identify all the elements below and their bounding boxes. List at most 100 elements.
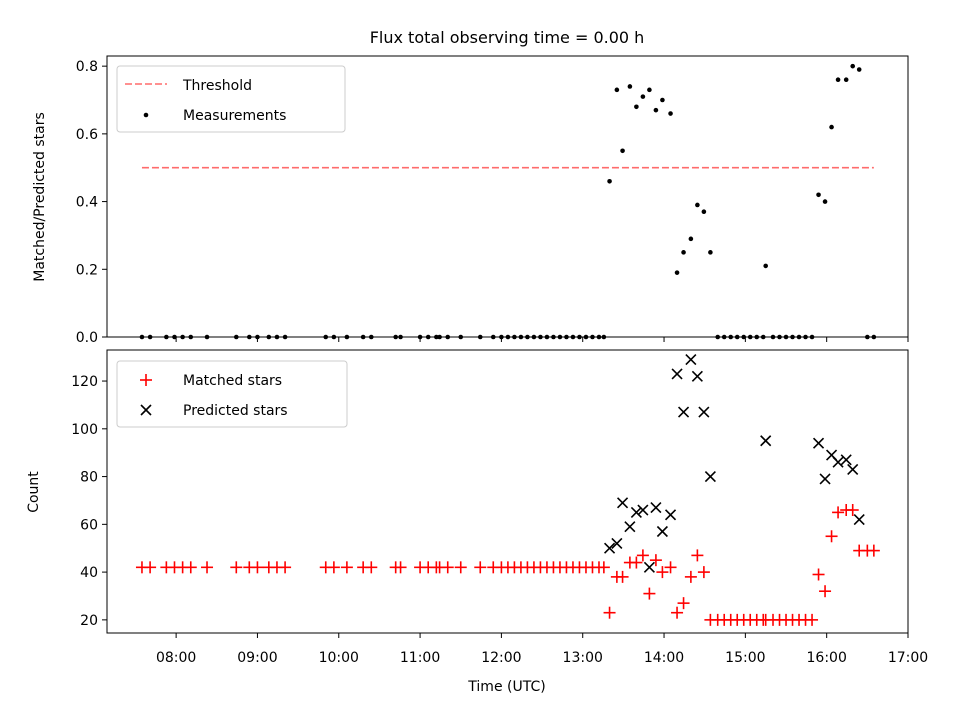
bottom-x-tick-label: 17:00 [888, 650, 928, 666]
measurement-point [674, 270, 680, 275]
matched-star-point [656, 566, 669, 579]
matched-star-point [697, 566, 710, 579]
legend-matched-swatch [140, 374, 152, 386]
bottom-y-tick-label: 80 [80, 470, 98, 486]
measurement-point [822, 199, 828, 204]
bottom-axes-frame [106, 349, 909, 634]
predicted-star-point [671, 368, 683, 380]
measurement-point [856, 67, 862, 72]
measurement-point [607, 178, 612, 184]
legend-measurements-swatch [143, 112, 149, 118]
bottom-x-tick-label: 08:00 [156, 650, 196, 666]
measurement-point [653, 107, 659, 113]
legend-matched-label: Matched stars [183, 373, 282, 389]
predicted-star-point [617, 497, 629, 509]
bottom-legend-box [116, 360, 348, 428]
measurement-point [660, 97, 665, 103]
predicted-star-point [664, 509, 677, 521]
bottom-y-tick-label: 60 [80, 517, 98, 533]
matched-star-point [616, 570, 629, 583]
bottom-x-tick-label: 11:00 [400, 650, 440, 666]
measurement-point [701, 209, 707, 215]
bottom-y-tick-label: 20 [80, 613, 98, 629]
measurement-point [763, 263, 768, 269]
bottom-x-tick-label: 15:00 [725, 650, 765, 666]
predicted-star-point [603, 542, 616, 554]
top-legend: Threshold Measurements [116, 65, 346, 133]
measurement-point [614, 87, 620, 93]
measurement-point [829, 124, 834, 130]
matched-star-point [649, 554, 662, 567]
bottom-x-tick-label: 09:00 [237, 650, 277, 666]
measurement-point [843, 77, 849, 82]
legend-predicted-swatch [140, 404, 152, 416]
predicted-star-point [691, 370, 703, 382]
predicted-star-point [685, 353, 697, 366]
predicted-star-point [677, 406, 690, 418]
top-panel: 0.00.20.40.60.8 Matched/Predicted stars … [32, 55, 909, 346]
measurement-point [620, 148, 625, 154]
predicted-star-point [643, 561, 655, 573]
matched-star-point [867, 544, 880, 557]
predicted-stars-points [603, 353, 865, 573]
measurement-point [835, 77, 841, 82]
bottom-panel: 20 40 60 80 100 120 08:00 09:00 10:00 11:00 12:00… [26, 349, 928, 695]
predicted-star-point [656, 525, 668, 538]
top-y-tick-label: 0.2 [76, 262, 98, 278]
measurement-point [816, 192, 821, 198]
predicted-star-point [637, 504, 649, 516]
matched-star-point [684, 570, 697, 583]
predicted-star-point [840, 454, 852, 466]
matched-star-point [327, 561, 340, 574]
matched-star-point [806, 613, 819, 626]
measurement-point [668, 111, 673, 116]
legend-threshold-label: Threshold [182, 78, 252, 94]
measurement-point [634, 104, 639, 110]
matched-star-point [664, 561, 677, 574]
matched-star-point [677, 597, 690, 610]
bottom-x-tick-label: 13:00 [563, 650, 603, 666]
measurement-point [850, 63, 856, 69]
bottom-x-tick-label: 12:00 [481, 650, 521, 666]
matched-star-point [340, 561, 353, 574]
predicted-star-point [760, 435, 772, 447]
matched-star-point [630, 556, 643, 569]
measurement-point [688, 236, 694, 242]
measurement-point [695, 202, 700, 208]
matched-star-point [394, 561, 407, 574]
measurement-point [647, 87, 652, 93]
matched-stars-points [135, 504, 880, 626]
predicted-star-point [630, 506, 642, 518]
bottom-y-tick-label: 120 [71, 374, 98, 390]
predicted-star-point [698, 406, 710, 418]
matched-star-point [671, 606, 684, 619]
legend-measurements-label: Measurements [183, 108, 286, 124]
measurement-point [627, 84, 633, 89]
bottom-x-ticks: 08:00 09:00 10:00 11:00 12:00 13:00 14:00 15:00… [156, 633, 928, 666]
matched-star-point [643, 587, 656, 600]
predicted-star-point [650, 502, 662, 514]
measurement-point [681, 250, 686, 255]
bottom-y-tick-label: 40 [80, 565, 98, 581]
matched-star-point [230, 561, 243, 574]
predicted-star-point [812, 437, 825, 449]
matched-star-point [846, 504, 859, 517]
bottom-x-tick-label: 16:00 [807, 650, 847, 666]
matched-star-point [691, 549, 704, 562]
measurement-point [640, 94, 646, 99]
matched-star-point [825, 530, 838, 543]
bottom-y-ticks: 20 40 60 80 100 120 [71, 374, 107, 629]
matched-star-point [636, 549, 649, 562]
predicted-star-point [847, 463, 859, 475]
matched-star-point [184, 561, 197, 574]
top-y-ticks: 0.0 0.2 0.4 0.6 0.8 [76, 59, 107, 346]
top-axes-frame [106, 55, 909, 338]
bottom-legend: Matched stars Predicted stars [116, 360, 348, 428]
matched-star-point [819, 585, 832, 598]
predicted-star-point [853, 513, 865, 526]
top-y-tick-label: 0.6 [76, 127, 98, 143]
matched-star-point [474, 561, 487, 574]
top-y-axis-label: Matched/Predicted stars [32, 112, 48, 282]
top-y-tick-label: 0.8 [76, 59, 98, 75]
matched-star-point [454, 561, 467, 574]
